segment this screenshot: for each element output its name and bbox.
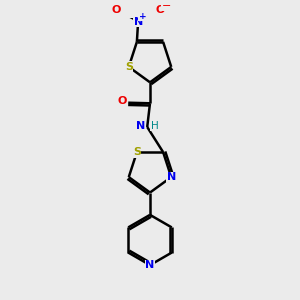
Text: N: N <box>146 260 154 270</box>
Text: N: N <box>167 172 176 182</box>
Text: O: O <box>118 96 127 106</box>
Text: +: + <box>139 12 146 21</box>
Text: O: O <box>155 4 165 14</box>
Text: N: N <box>136 121 146 130</box>
Text: O: O <box>111 4 121 14</box>
Text: S: S <box>125 62 133 72</box>
Text: −: − <box>161 1 171 10</box>
Text: S: S <box>133 147 141 157</box>
Text: H: H <box>151 121 158 130</box>
Text: N: N <box>134 17 143 27</box>
